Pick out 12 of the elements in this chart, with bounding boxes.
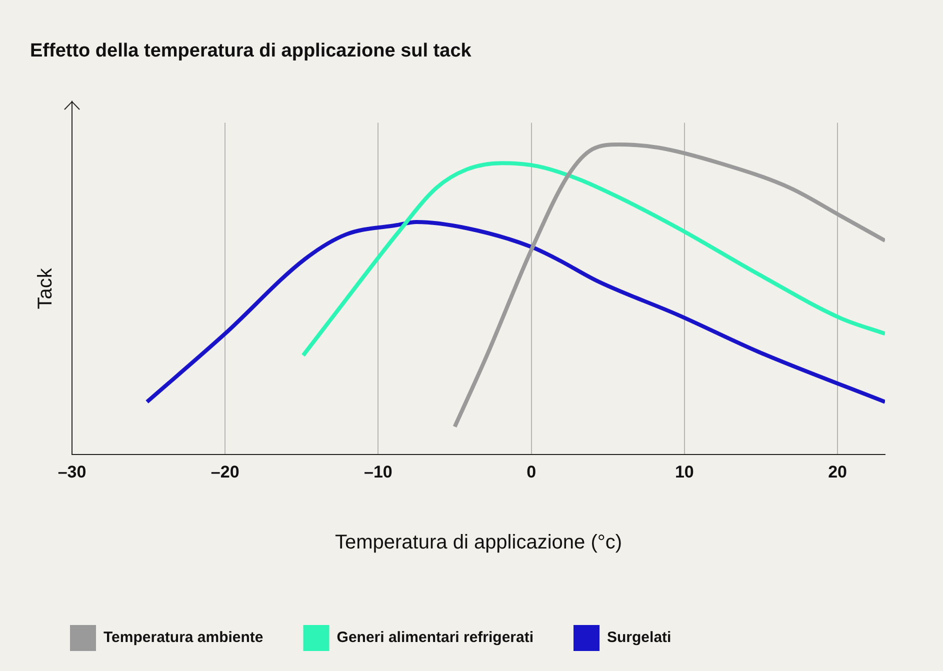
chart-title: Effetto della temperatura di applicazione sul tack xyxy=(30,40,472,62)
x-tick-label: 10 xyxy=(674,462,694,482)
legend-label: Generi alimentari refrigerati xyxy=(336,629,534,646)
legend-label: Temperatura ambiente xyxy=(104,629,264,646)
x-axis-title: Temperatura di applicazione (°c) xyxy=(334,532,622,554)
y-axis-title: Tack xyxy=(34,267,57,310)
x-tick-label: –20 xyxy=(210,462,240,482)
legend-label: Surgelati xyxy=(607,629,672,646)
x-tick-label: 0 xyxy=(526,462,536,482)
x-tick-label: –30 xyxy=(58,462,86,482)
x-tick-label: –10 xyxy=(364,462,392,482)
x-tick-label: 20 xyxy=(828,462,847,482)
